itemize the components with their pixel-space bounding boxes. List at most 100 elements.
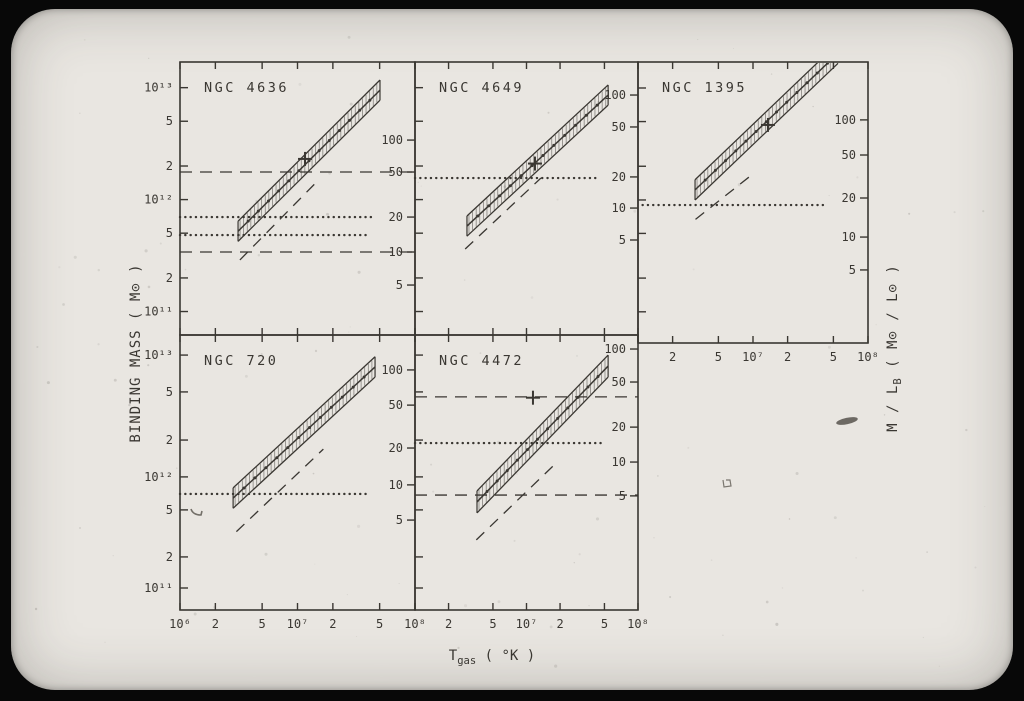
mass-ticks [415, 86, 423, 313]
y-axis-label-left: BINDING MASS ( M⊙ ) [128, 263, 144, 442]
mass-tick-label: 5 [166, 385, 173, 399]
x-tick-label: 10⁷ [516, 617, 538, 631]
x-tick-label: 5 [715, 350, 722, 364]
x-tick-label: 5 [830, 350, 837, 364]
x-tick-label: 2 [329, 617, 336, 631]
ml-tick-label: 50 [842, 148, 856, 162]
film-smudges [190, 417, 858, 516]
dashed-diagonal-line [695, 172, 755, 220]
dashed-diagonal-line [464, 177, 542, 250]
mass-ticks [415, 354, 423, 589]
x-tick-label: 5 [489, 617, 496, 631]
panel-title: NGC 1395 [662, 80, 747, 96]
mass-ticks [638, 87, 646, 313]
panel-title: NGC 720 [204, 353, 278, 369]
panel-ngc-720: 10⁶ 2 5 10⁷ 2 5 10⁸ 10¹³ 5 2 10¹² 5 2 10¹¹ 100 50 20 10 5 N… [144, 334, 426, 631]
x-tick-label: 10⁸ [404, 617, 426, 631]
ml-tick-label: 100 [381, 133, 403, 147]
x-tick-label: 2 [556, 617, 563, 631]
x-tick-label: 10⁸ [627, 617, 649, 631]
x-tick-label: 5 [376, 617, 383, 631]
mass-tick-label: 2 [166, 433, 173, 447]
x-ticks [414, 335, 639, 610]
panel-ngc-1395: 2 5 10⁷ 2 5 10⁸ 100 50 20 10 5 NGC 1395 [637, 61, 879, 364]
mass-tick-label: 5 [166, 226, 173, 240]
ml-tick-label: 20 [612, 420, 626, 434]
mass-tick-label: 10¹³ [144, 348, 173, 362]
ml-tick-label: 20 [842, 191, 856, 205]
panel-title: NGC 4649 [439, 80, 524, 96]
mass-ticks [180, 354, 188, 589]
x-tick-label: 2 [212, 617, 219, 631]
mass-ticks [180, 86, 188, 313]
ml-tick-label: 10 [389, 245, 403, 259]
ml-tick-label: 100 [604, 342, 626, 356]
model-band [694, 63, 839, 201]
ml-tick-label: 50 [389, 398, 403, 412]
mass-tick-label: 2 [166, 159, 173, 173]
ml-tick-label: 5 [396, 513, 403, 527]
panel-title: NGC 4636 [204, 80, 289, 96]
ml-tick-label: 5 [619, 489, 626, 503]
panel-border [414, 61, 639, 336]
ml-tick-label: 10 [612, 455, 626, 469]
ml-tick-label: 10 [842, 230, 856, 244]
x-tick-label: 2 [445, 617, 452, 631]
x-tick-label: 10⁷ [742, 350, 764, 364]
ml-tick-label: 100 [381, 363, 403, 377]
mass-tick-label: 10¹² [144, 470, 173, 484]
ml-tick-label: 20 [389, 210, 403, 224]
mass-tick-label: 10¹³ [144, 81, 173, 95]
panel-border [179, 334, 416, 611]
model-band [237, 79, 381, 242]
ml-tick-label: 100 [604, 88, 626, 102]
x-tick-label: 5 [259, 617, 266, 631]
ml-tick-label: 5 [619, 233, 626, 247]
x-tick-label: 10⁷ [287, 617, 309, 631]
ml-ticks [407, 139, 415, 286]
cross-marker [760, 117, 775, 132]
x-axis-label-bottom: Tgas​ ( °K ) [449, 648, 535, 667]
mass-tick-label: 5 [166, 503, 173, 517]
panel-border [637, 61, 869, 344]
ml-tick-label: 50 [612, 375, 626, 389]
x-tick-label: 2 [784, 350, 791, 364]
mass-tick-label: 10¹¹ [144, 305, 173, 319]
cross-marker [525, 390, 540, 405]
panel-border [179, 61, 416, 336]
ml-tick-label: 5 [849, 263, 856, 277]
film-dust [34, 35, 986, 668]
photo-slide-background [11, 9, 1013, 690]
cross-marker [298, 151, 313, 166]
x-tick-label: 10⁸ [857, 350, 879, 364]
y-axis-label-right: M / LB​ ( M⊙ / L⊙ ) [885, 264, 904, 432]
panel-title: NGC 4472 [439, 353, 524, 369]
model-band [476, 354, 609, 514]
ml-tick-label: 100 [834, 113, 856, 127]
ml-tick-label: 10 [612, 201, 626, 215]
panel-border [414, 334, 639, 611]
x-ticks [414, 62, 639, 335]
mass-tick-label: 10¹¹ [144, 581, 173, 595]
x-ticks [179, 335, 416, 610]
x-tick-label: 10⁶ [169, 617, 191, 631]
mass-tick-label: 2 [166, 271, 173, 285]
mass-tick-label: 5 [166, 114, 173, 128]
panel-ngc-4636: 10¹³ 5 2 10¹² 5 2 10¹¹ 100 50 20 10 5 NGC 4636 [144, 61, 416, 336]
panel-ngc-4472: 2 5 10⁷ 2 5 10⁸ 100 50 20 10 5 NGC 4472 [413, 334, 649, 631]
model-band [466, 84, 609, 237]
x-ticks [637, 62, 869, 343]
model-band [232, 356, 376, 509]
x-ticks [179, 62, 416, 335]
mass-tick-label: 2 [166, 550, 173, 564]
ml-tick-label: 20 [612, 170, 626, 184]
dashed-diagonal-line [235, 448, 324, 533]
ml-tick-label: 50 [612, 120, 626, 134]
ml-tick-label: 10 [389, 478, 403, 492]
panel-ngc-4649: 100 50 20 10 5 NGC 4649 [413, 61, 639, 336]
x-tick-label: 5 [601, 617, 608, 631]
ml-ticks [407, 369, 415, 521]
ml-ticks [630, 94, 638, 241]
